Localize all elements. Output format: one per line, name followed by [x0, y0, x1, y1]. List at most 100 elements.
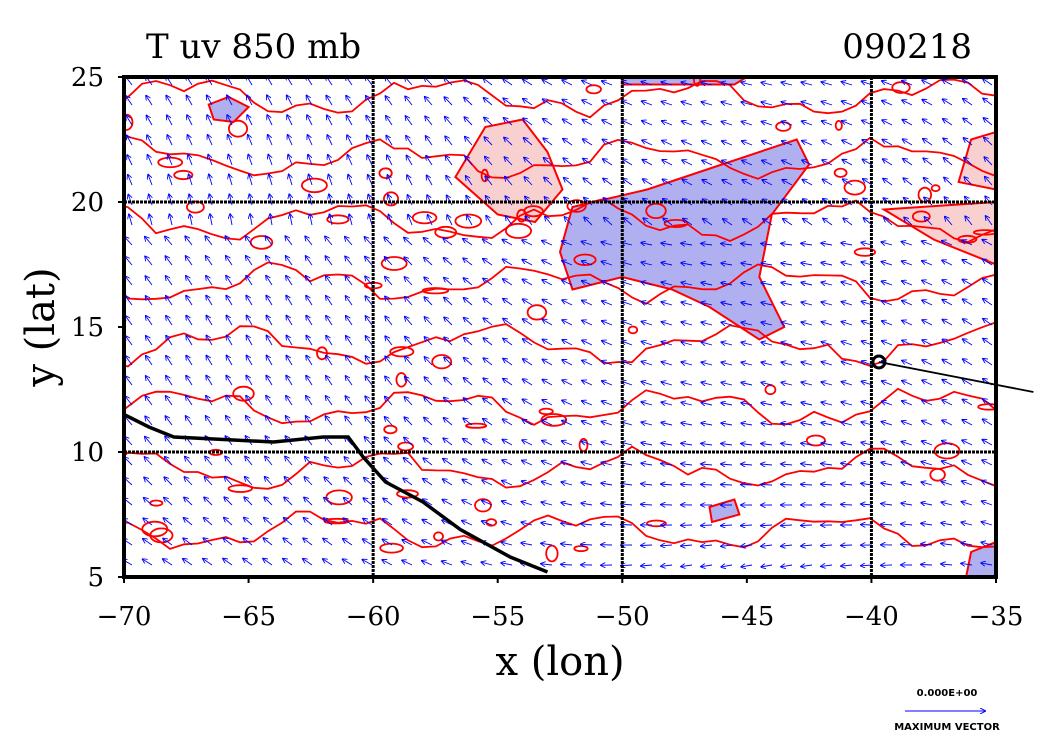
wind-vector: [801, 382, 813, 385]
wind-vector: [285, 457, 293, 466]
wind-vector: [642, 140, 653, 146]
wind-vector: [922, 441, 933, 446]
wind-vector: [543, 138, 553, 146]
wind-vector: [285, 477, 293, 486]
wind-vector: [861, 483, 873, 485]
x-tick-label: −65: [221, 602, 276, 632]
wind-vector: [266, 396, 273, 406]
wind-vector: [701, 403, 713, 405]
wind-vector: [721, 423, 733, 425]
wind-vector: [146, 356, 153, 366]
wind-vector: [464, 318, 473, 326]
wind-vector: [444, 97, 453, 106]
warm-region: [880, 200, 996, 266]
contour-blob: [566, 199, 587, 213]
wind-vector: [384, 437, 393, 446]
wind-vector: [382, 560, 393, 566]
wind-vector: [542, 400, 553, 406]
wind-vector: [167, 115, 173, 126]
wind-vector: [884, 218, 893, 226]
wind-vector: [426, 156, 433, 166]
wind-vector: [165, 237, 173, 246]
contour-line: [124, 387, 996, 426]
wind-vector: [387, 155, 393, 166]
wind-vector: [602, 321, 613, 326]
wind-vector: [145, 237, 153, 246]
wind-vector: [542, 461, 553, 466]
wind-vector: [922, 300, 933, 306]
wind-vector: [682, 102, 693, 105]
wind-vector: [522, 260, 533, 266]
wind-vector: [681, 82, 693, 85]
wind-vector: [742, 141, 753, 146]
wind-vector: [423, 458, 433, 466]
wind-vector: [308, 155, 313, 166]
contour-blob: [663, 218, 689, 228]
wind-vector: [287, 115, 293, 126]
wind-vector: [942, 241, 953, 246]
wind-vector: [721, 244, 733, 246]
wind-vector: [346, 316, 353, 326]
contour-blob: [431, 354, 453, 370]
contour-blob: [540, 413, 568, 427]
contour-blob: [454, 213, 483, 229]
wind-vector: [762, 122, 773, 126]
wind-vector: [701, 263, 713, 265]
wind-vector: [227, 336, 233, 346]
wind-vector: [344, 457, 353, 466]
wind-vector: [388, 195, 393, 206]
wind-vector: [862, 321, 873, 326]
wind-vector: [781, 342, 793, 345]
wind-vector: [983, 279, 993, 286]
wind-vector: [289, 194, 292, 206]
wind-vector: [464, 378, 473, 386]
wind-vector: [325, 416, 333, 426]
wind-vector: [125, 376, 133, 386]
wind-vector: [265, 477, 273, 486]
contour-blob: [185, 200, 205, 214]
wind-vector: [984, 138, 993, 146]
wind-vector: [226, 296, 233, 306]
wind-vector: [228, 155, 233, 166]
contour-blob: [382, 191, 399, 207]
wind-vector: [762, 141, 773, 146]
wind-vector: [445, 136, 453, 146]
wind-vector: [268, 155, 273, 166]
wind-vector: [781, 263, 793, 265]
wind-vector: [166, 336, 173, 346]
wind-vector: [683, 219, 693, 226]
wind-vector: [143, 539, 153, 546]
wind-vector: [345, 237, 353, 246]
wind-vector: [964, 158, 973, 166]
wind-vector: [721, 82, 733, 85]
wind-vector: [861, 463, 873, 465]
wind-vector: [385, 316, 393, 326]
wind-vector: [741, 545, 753, 546]
wind-vector: [842, 302, 853, 305]
wind-vector: [525, 216, 533, 226]
wind-vector: [782, 180, 793, 186]
wind-vector: [523, 319, 533, 326]
wind-vector: [923, 158, 933, 166]
wind-vector: [721, 322, 733, 325]
temperature-shading: [207, 77, 996, 577]
wind-vector: [346, 296, 353, 306]
contour-blob: [325, 489, 353, 506]
wind-vector: [405, 377, 413, 386]
wind-vector: [742, 160, 753, 166]
wind-vector: [862, 120, 873, 126]
wind-vector: [125, 257, 133, 266]
wind-vector: [267, 336, 273, 346]
wind-vector: [821, 263, 833, 265]
wind-vector: [423, 499, 433, 506]
wind-vector: [484, 118, 493, 126]
wind-vector: [523, 299, 533, 306]
wind-vector: [427, 175, 433, 186]
wind-vector: [462, 541, 473, 546]
wind-vector: [246, 416, 253, 426]
wind-vector: [882, 140, 893, 146]
x-tick-label: −60: [346, 602, 401, 632]
wind-vector: [484, 137, 493, 146]
wind-vector: [781, 283, 793, 285]
